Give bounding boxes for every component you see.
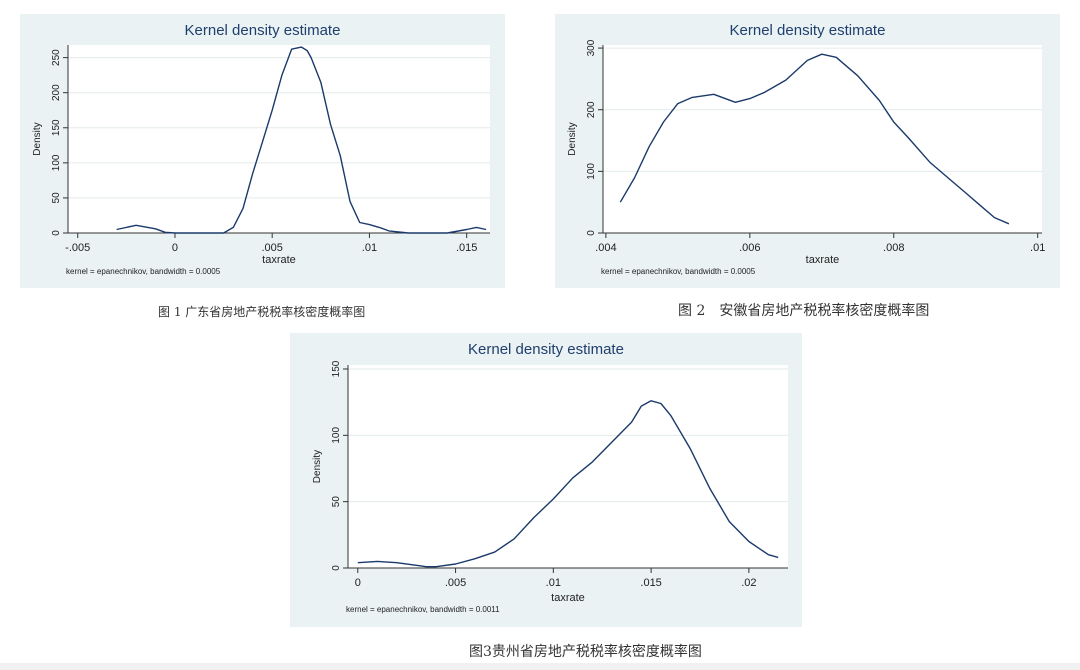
y-tick-label: 150 xyxy=(51,119,62,136)
chart-title: Kernel density estimate xyxy=(468,341,624,358)
chart-title: Kernel density estimate xyxy=(730,22,886,39)
density-curve xyxy=(357,400,779,568)
kernel-note: kernel = epanechnikov, bandwidth = 0.001… xyxy=(346,605,500,614)
y-tick-label: 0 xyxy=(331,565,342,571)
x-tick-label: .008 xyxy=(883,242,904,254)
x-tick-label: .02 xyxy=(741,577,756,589)
x-tick-label: -.005 xyxy=(65,242,90,254)
x-axis-label: taxrate xyxy=(806,254,840,266)
y-tick-label: 200 xyxy=(51,84,62,101)
x-tick-label: .015 xyxy=(640,577,661,589)
x-tick-label: .005 xyxy=(261,242,282,254)
bottom-strip xyxy=(0,663,1080,670)
x-tick-label: 0 xyxy=(172,242,178,254)
caption-guangdong: 图 1 广东省房地产税税率核密度概率图 xyxy=(158,305,366,319)
x-tick-label: .006 xyxy=(739,242,760,254)
kde-chart-guizhou: 0 50 100 150 0 .005 .01 .015 .02 Kernel density e… xyxy=(312,341,788,614)
chart-panel-guizhou: 0 50 100 150 0 .005 .01 .015 .02 Kernel density e… xyxy=(290,333,802,627)
x-axis-label: taxrate xyxy=(262,254,296,266)
caption-anhui: 图 2 安徽省房地产税税率核密度概率图 xyxy=(678,303,930,319)
density-curve xyxy=(619,53,1010,225)
density-curve xyxy=(116,46,487,234)
y-tick-label: 0 xyxy=(51,230,62,236)
y-tick-label: 100 xyxy=(51,154,62,171)
kernel-note: kernel = epanechnikov, bandwidth = 0.000… xyxy=(66,267,221,276)
y-tick-label: 0 xyxy=(586,230,597,236)
chart-panel-anhui: 0 100 200 300 .004 .006 .008 .01 Kernel density … xyxy=(555,14,1060,288)
x-tick-label: 0 xyxy=(355,577,361,589)
x-tick-label: .005 xyxy=(445,577,466,589)
y-tick-label: 200 xyxy=(586,101,597,118)
y-axis-label: Density xyxy=(567,122,578,155)
chart-title: Kernel density estimate xyxy=(185,22,341,39)
y-axis-label: Density xyxy=(312,450,323,483)
plot-area xyxy=(603,45,1042,233)
plot-area xyxy=(348,365,788,568)
y-tick-label: 250 xyxy=(51,49,62,66)
y-tick-label: 50 xyxy=(51,192,62,204)
y-tick-label: 100 xyxy=(586,163,597,180)
x-tick-label: .01 xyxy=(1030,242,1045,254)
chart-panel-guangdong: 0 50 100 150 200 250 -.005 0.005.01.015 Kernel d… xyxy=(20,14,505,288)
caption-guizhou: 图3贵州省房地产税税率核密度概率图 xyxy=(469,644,702,660)
x-tick-label: .004 xyxy=(595,242,616,254)
x-tick-label: .015 xyxy=(456,242,477,254)
y-axis-label: Density xyxy=(32,122,43,155)
x-tick-label: .01 xyxy=(362,242,377,254)
y-tick-label: 300 xyxy=(586,39,597,56)
plot-area xyxy=(68,45,490,233)
x-tick-label: .01 xyxy=(546,577,561,589)
y-tick-label: 50 xyxy=(331,496,342,508)
kernel-note: kernel = epanechnikov, bandwidth = 0.000… xyxy=(601,267,756,276)
y-tick-label: 150 xyxy=(331,360,342,377)
y-tick-label: 100 xyxy=(331,427,342,444)
kde-chart-anhui: 0 100 200 300 .004 .006 .008 .01 Kernel density … xyxy=(567,22,1045,276)
x-axis-label: taxrate xyxy=(551,592,585,604)
